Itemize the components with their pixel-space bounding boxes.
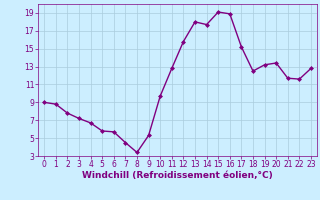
X-axis label: Windchill (Refroidissement éolien,°C): Windchill (Refroidissement éolien,°C): [82, 171, 273, 180]
